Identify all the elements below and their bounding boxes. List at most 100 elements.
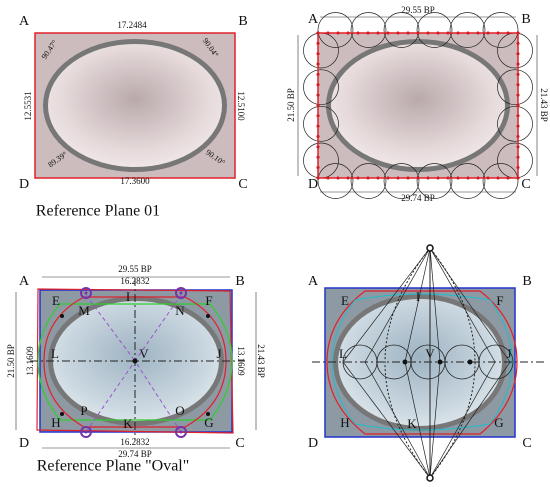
point-label: G [494,415,503,430]
apex [426,474,434,482]
marker-ring [175,426,187,438]
ring [482,12,519,48]
frame-red [36,288,234,434]
dimension-label: 13.1609 [236,346,246,376]
dimension-label: 17.3600 [120,176,150,186]
ring [416,12,453,48]
point-label: P [80,403,87,418]
oval-fit-red [43,296,227,428]
point-label: N [175,303,185,318]
dimension-label: 16.2832 [120,276,149,286]
point-label: G [204,415,213,430]
oval [48,44,222,167]
reference-frame [317,32,519,179]
point-label: I [416,289,420,304]
corner-label: B [521,12,530,27]
caption: Reference Plane 01 [36,203,160,220]
point-label: E [52,293,60,308]
corner-label: D [19,177,29,192]
dimension-label: 29.74 BP [401,193,435,203]
node [402,359,408,365]
corner-label: D [308,436,318,451]
oval-fit-red [326,290,518,435]
oval-fit [37,303,233,421]
point-label: V [139,346,149,361]
dimension-label: 29.55 BP [401,5,435,15]
ring [449,12,486,48]
ring [449,163,486,199]
diagonal [85,360,136,433]
ring [478,344,514,380]
point-label: M [78,303,90,318]
dimension-label: 12.5531 [23,91,33,120]
marker-ring [80,287,92,299]
marker-ring [80,426,92,438]
corner-label: A [308,274,319,289]
ray [429,361,441,479]
corner-label: B [522,274,531,289]
corner-label: A [19,274,30,289]
corner-label: D [19,436,29,451]
node [467,359,473,365]
dimension-label: 13.1609 [25,346,35,376]
ring [303,105,339,142]
ray [404,247,431,363]
corner-label: B [235,274,244,289]
dimension-label: 21.43 BP [256,344,266,378]
ray [364,361,431,479]
reference-frame [34,32,236,179]
point-label: F [496,293,503,308]
point-label: H [340,415,349,430]
corner-label: B [238,14,247,29]
lens-ellipse [384,247,476,479]
dimension-label: 17.2484 [117,20,147,30]
diagonal [134,360,182,433]
point [206,314,210,318]
ray [429,247,511,363]
dimension-label: 21.50 BP [286,88,296,122]
ray [429,361,511,479]
marker [179,291,183,295]
point-label: J [216,346,221,361]
corner-label: D [308,177,318,192]
ray [342,361,431,479]
point-label: F [205,293,212,308]
point-label: J [506,346,511,361]
corner-label: A [19,14,30,29]
apex [426,244,434,252]
dimension-label: 21.43 BP [539,88,549,122]
dimension-label: 21.50 BP [6,344,16,378]
point-label: K [123,416,133,431]
ray [404,361,431,479]
point-label: L [339,346,347,361]
center-point [132,358,138,364]
corner-label: A [308,12,319,27]
point [206,412,210,416]
oval [331,44,505,167]
ray [364,247,431,363]
ring [482,163,519,199]
point-label: I [126,289,130,304]
ring [303,69,339,106]
corner-label: C [522,436,531,451]
node [437,359,443,365]
point [60,412,64,416]
point-label: L [51,346,59,361]
corner-label: C [238,177,247,192]
point-label: V [425,346,435,361]
dimension-label: 29.55 BP [118,264,152,274]
dimension-label: 29.74 BP [118,449,152,459]
point-label: H [51,415,60,430]
marker-ring [175,287,187,299]
ray [429,247,496,363]
ray [342,247,431,363]
point-label: K [407,416,417,431]
marker [84,291,88,295]
point [60,314,64,318]
ring [416,163,453,199]
point-label: E [341,293,349,308]
ray [429,247,441,363]
dimension-label: 12.5100 [236,91,246,121]
